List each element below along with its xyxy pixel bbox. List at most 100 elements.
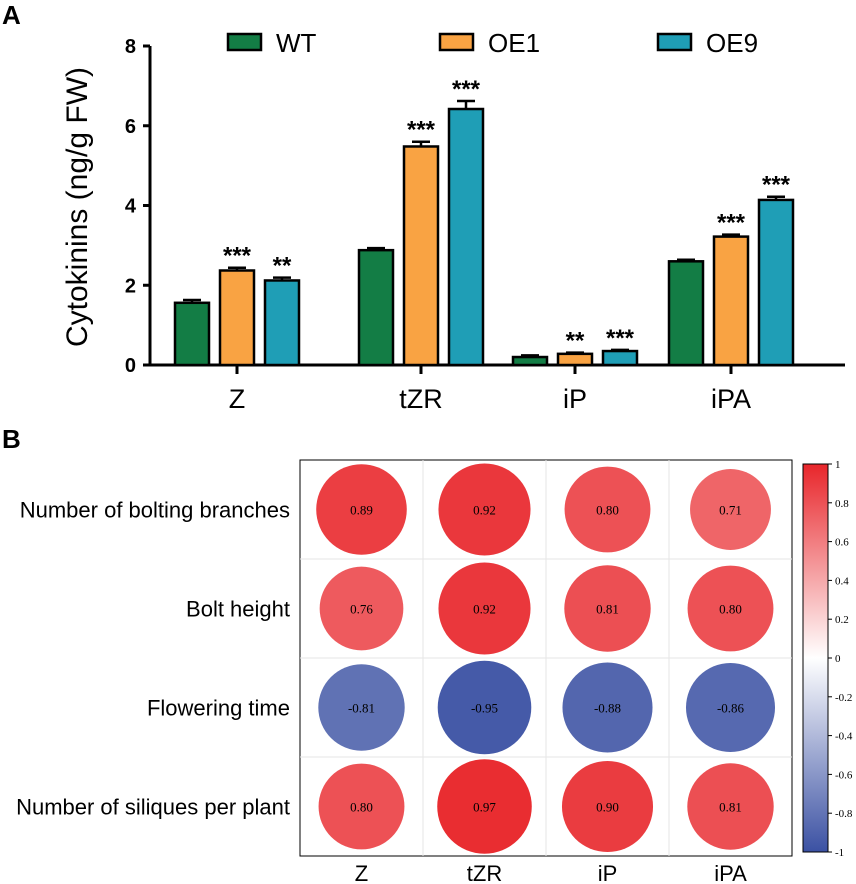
legend-swatch-wt xyxy=(226,32,263,52)
colorbar-tick-label: -1 xyxy=(835,847,844,859)
x-tick-label: iP xyxy=(563,384,587,414)
correlation-circle xyxy=(318,763,405,850)
y-axis-title: Cytokinins (ng/g FW) xyxy=(61,67,94,347)
bar-oe9-z xyxy=(263,279,301,367)
significance-label: ** xyxy=(566,328,585,355)
y-tick-label: 8 xyxy=(125,36,136,58)
correlation-value: -0.86 xyxy=(717,701,745,716)
legend: WT OE1 OE9 xyxy=(226,28,758,58)
colorbar-tick-label: -0.4 xyxy=(835,731,853,743)
significance-label: ** xyxy=(273,253,292,280)
x-tick-label: tZR xyxy=(399,384,443,414)
significance-label: *** xyxy=(452,76,481,103)
correlation-circle xyxy=(318,664,405,751)
bar-oe1-ip xyxy=(556,352,594,367)
correlation-value: 0.81 xyxy=(596,602,619,617)
correlation-value: 0.80 xyxy=(719,602,742,617)
correlation-circle xyxy=(564,466,651,553)
correlation-value: 0.90 xyxy=(596,800,619,815)
correlation-value: 0.97 xyxy=(473,800,496,815)
significance-label: *** xyxy=(606,325,635,352)
y-tick-label: 4 xyxy=(125,196,137,218)
heatmap-grid xyxy=(300,460,792,856)
row-label: Number of siliques per plant xyxy=(16,795,290,820)
correlation-value: 0.80 xyxy=(350,800,373,815)
panel-a-label: A xyxy=(2,0,21,30)
correlation-value: 0.71 xyxy=(719,503,742,518)
colorbar-tick-label: 0.2 xyxy=(835,614,849,626)
colorbar-tick-label: 0.8 xyxy=(835,498,849,510)
correlation-value: -0.95 xyxy=(471,701,498,716)
significance-label: *** xyxy=(762,172,791,199)
y-tick-label: 0 xyxy=(125,355,136,377)
colorbar-tick-label: 0.6 xyxy=(835,537,849,549)
x-tick-label: Z xyxy=(229,384,246,414)
correlation-value: 0.80 xyxy=(596,503,619,518)
correlation-circle xyxy=(564,565,651,652)
correlation-circle xyxy=(687,565,774,652)
bar-wt-z xyxy=(173,301,211,367)
row-label: Bolt height xyxy=(186,597,290,622)
correlation-circle xyxy=(438,562,531,655)
correlation-circle xyxy=(685,662,776,753)
bar-oe9-ip xyxy=(601,349,639,367)
correlation-circle xyxy=(316,464,407,555)
column-label: tZR xyxy=(467,861,502,884)
legend-label-wt: WT xyxy=(276,28,317,58)
y-axis-ticks: 0 2 4 6 8 xyxy=(125,36,150,377)
y-tick-label: 2 xyxy=(125,275,136,297)
bars: *** ********** ********* xyxy=(173,76,795,367)
colorbar-tick-label: 1 xyxy=(835,459,841,471)
bar-oe1-z xyxy=(218,269,256,367)
row-label: Number of bolting branches xyxy=(20,498,290,523)
significance-label: *** xyxy=(223,243,252,270)
correlation-circle xyxy=(319,566,404,651)
bar-wt-ip xyxy=(511,355,549,367)
legend-swatch-oe9 xyxy=(656,32,693,52)
correlation-circle xyxy=(437,660,532,755)
bar-oe1-ipa xyxy=(712,235,750,367)
column-label: iP xyxy=(598,861,618,884)
correlation-circle xyxy=(437,759,532,854)
correlation-circle xyxy=(690,469,771,550)
correlation-value: 0.81 xyxy=(719,800,742,815)
legend-swatch-oe1 xyxy=(438,32,475,52)
column-label: Z xyxy=(355,861,368,884)
colorbar-tick-label: -0.8 xyxy=(835,808,853,820)
x-tick-label: iPA xyxy=(711,384,751,414)
column-label: iPA xyxy=(714,861,747,884)
correlation-value: 0.76 xyxy=(350,602,373,617)
panel-b-label: B xyxy=(2,424,21,454)
legend-label-oe1: OE1 xyxy=(488,28,540,58)
colorbar-tick-label: -0.6 xyxy=(835,769,853,781)
bar-wt-ipa xyxy=(667,260,705,367)
row-label: Flowering time xyxy=(147,696,290,721)
bar-wt-tzr xyxy=(357,248,395,367)
correlation-circle xyxy=(561,760,654,853)
correlation-value: 0.92 xyxy=(473,602,496,617)
correlation-value: -0.88 xyxy=(594,701,621,716)
correlation-value: -0.81 xyxy=(348,701,375,716)
significance-label: *** xyxy=(407,117,436,144)
correlation-value: 0.92 xyxy=(473,503,496,518)
colorbar-tick-label: 0.4 xyxy=(835,575,849,587)
legend-label-oe9: OE9 xyxy=(706,28,758,58)
colorbar-tick-label: -0.2 xyxy=(835,692,852,704)
colorbar-tick-label: 0 xyxy=(835,653,841,665)
correlation-circle xyxy=(562,662,653,753)
bar-oe9-tzr xyxy=(447,107,485,367)
row-labels: Number of bolting branches Bolt height Flo… xyxy=(16,498,290,820)
significance-label: *** xyxy=(717,210,746,237)
colorbar-gradient xyxy=(802,463,829,853)
bar-oe9-ipa xyxy=(757,198,795,367)
y-tick-label: 6 xyxy=(125,116,136,138)
correlation-circle xyxy=(438,463,531,556)
heatmap-cells: 0.89 0.92 0.80 0.71 0.76 0.92 0.81 0.80 -0.81 -0.… xyxy=(316,463,776,854)
correlation-heatmap: 0.89 0.92 0.80 0.710.76 0.92 0.81 0.80-0.81 -0.… xyxy=(16,459,853,884)
colorbar: 1 0.8 0.6 0.4 0.2 0 -0.2 -0.4 -0.6 -0.8 -1 xyxy=(802,459,853,859)
correlation-value: 0.89 xyxy=(350,503,373,518)
bar-oe1-tzr xyxy=(402,145,440,367)
